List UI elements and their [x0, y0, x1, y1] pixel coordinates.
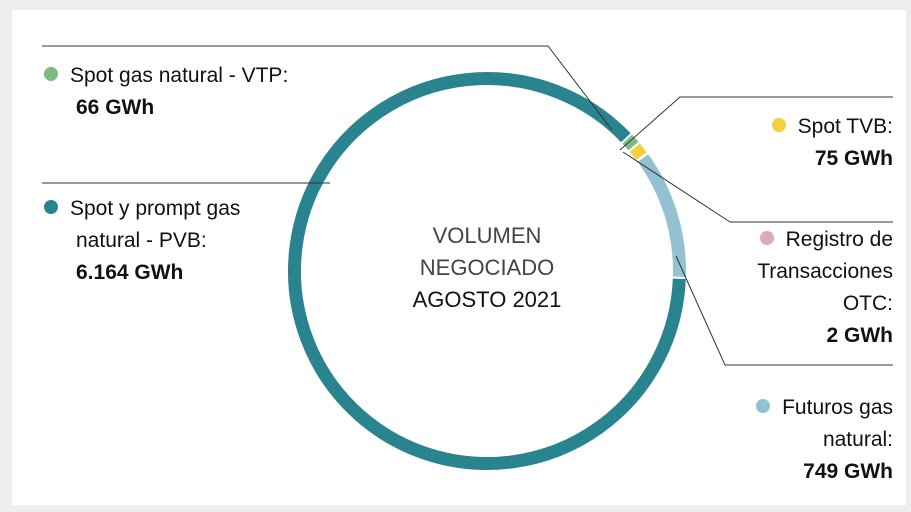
label-name: Spot TVB:: [797, 115, 893, 138]
center-text: VOLUMEN NEGOCIADO AGOSTO 2021: [397, 220, 577, 316]
center-line: AGOSTO 2021: [412, 287, 562, 312]
legend-swatch: [759, 231, 774, 245]
value-label: 66 GWh: [76, 96, 155, 119]
panel: [12, 10, 906, 505]
legend-swatch: [771, 118, 786, 132]
legend-swatch: [44, 200, 58, 214]
label: Futuros gas natural: 749 GWh: [713, 392, 893, 488]
donut: [286, 70, 688, 472]
legend-swatch: [44, 67, 58, 81]
label-name: Spot gas natural - VTP:: [70, 64, 289, 87]
label: Registro de Transacciones OTC: 2 GWh: [713, 224, 893, 352]
label-name: Spot y prompt gas natural - PVB:: [70, 197, 241, 252]
leader-line: [622, 151, 893, 223]
donut-segment: [286, 70, 688, 472]
center-line: VOLUMEN NEGOCIADO: [419, 223, 555, 280]
leader-line: [675, 255, 893, 366]
value-label: 6.164 GWh: [76, 261, 184, 284]
leader-lines: [42, 45, 893, 366]
label-name: Registro de Transacciones OTC:: [757, 228, 893, 315]
label: Spot gas natural - VTP: 66 GWh: [44, 60, 364, 124]
value-label: 749 GWh: [803, 460, 893, 483]
leader-line: [619, 96, 893, 151]
legend-swatch: [756, 399, 771, 413]
label-name: Futuros gas natural:: [782, 396, 893, 451]
label: Spot y prompt gas natural - PVB: 6.164 G…: [44, 193, 294, 289]
donut-segment: [634, 151, 688, 280]
leader-line: [42, 45, 613, 131]
value-label: 2 GWh: [826, 324, 894, 347]
value-label: 75 GWh: [814, 147, 893, 170]
label: Spot TVB: 75 GWh: [643, 111, 893, 175]
